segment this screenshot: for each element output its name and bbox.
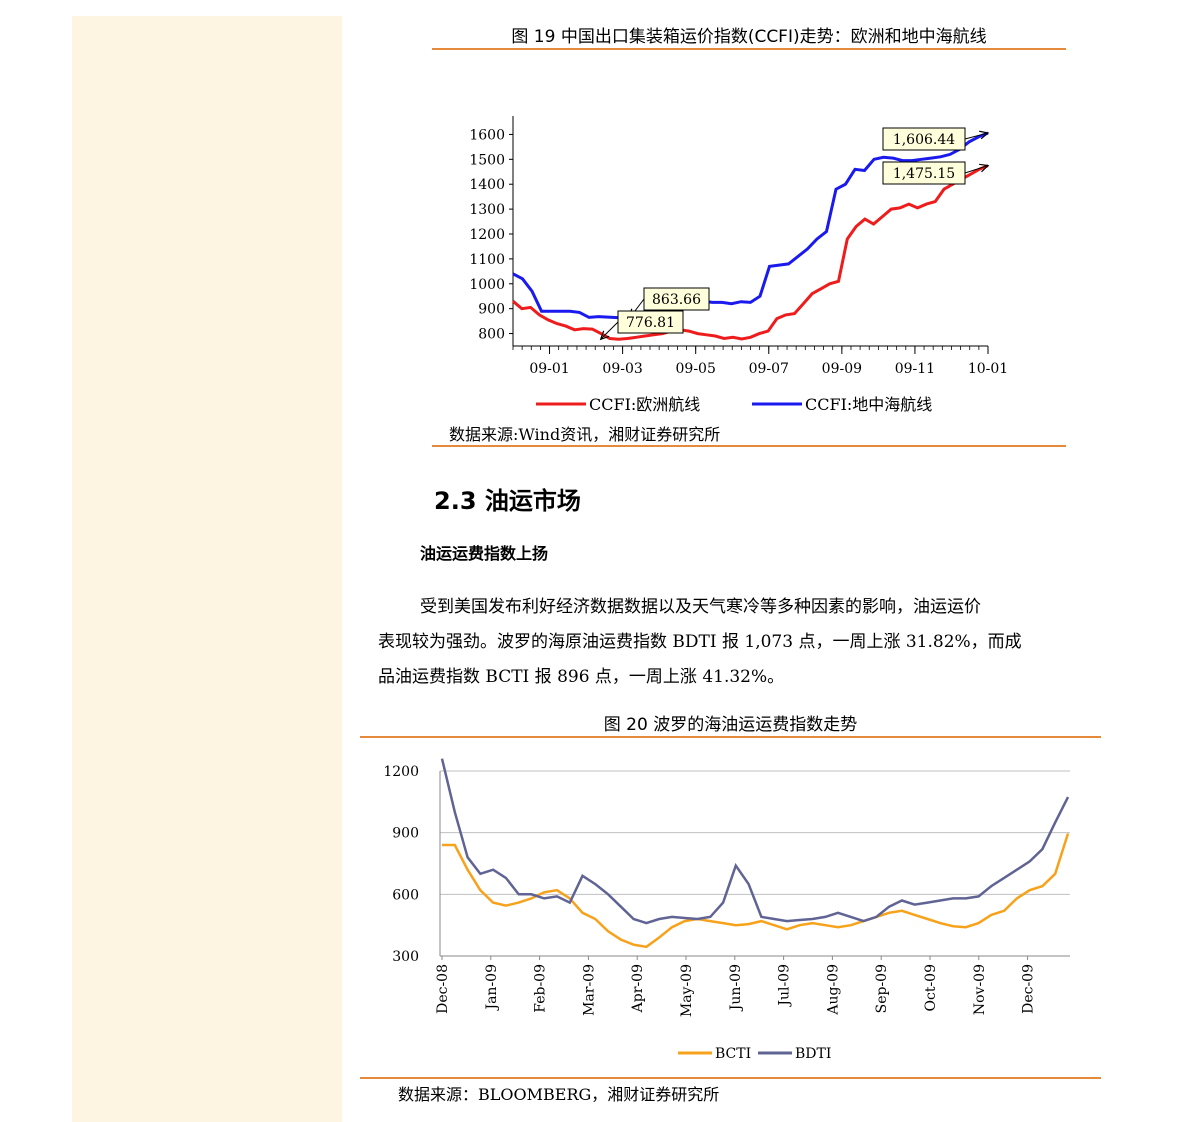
x-tick-label: 09-01 [529, 361, 569, 377]
legend-label-ccfi-mediterranean: CCFI:地中海航线 [805, 395, 932, 414]
figure-19-source: 数据来源:Wind资讯，湘财证券研究所 [449, 425, 721, 444]
x-tick-label: 09-09 [822, 361, 862, 377]
x-tick-label: Nov-09 [972, 964, 988, 1015]
annotation-arrowhead [599, 330, 610, 341]
series-line-bcti [442, 833, 1070, 949]
series-line-ccfi-europe [512, 164, 989, 341]
x-tick-label: 10-01 [968, 361, 1008, 377]
y-tick-label: 900 [392, 826, 419, 842]
annotation-leader [964, 165, 989, 174]
legend-label-ccfi-europe: CCFI:欧洲航线 [589, 395, 700, 414]
y-tick-label: 1300 [469, 202, 505, 218]
y-tick-label: 300 [392, 949, 419, 965]
figure-19-title: 图 19 中国出口集装箱运价指数(CCFI)走势：欧洲和地中海航线 [511, 27, 987, 47]
annotation-arrowhead [979, 130, 990, 140]
ccfi-chart: 800 900 1000 1100 1200 1300 1400 1500 1600 09-01 0… [469, 116, 1008, 414]
annotation-arrowhead [979, 163, 990, 173]
annotation-box [617, 310, 684, 334]
figure-19-top-rule [432, 48, 1066, 50]
x-tick-label: Sep-09 [874, 964, 890, 1013]
legend-label-bdti: BDTI [795, 1046, 831, 1062]
y-tick-label: 900 [478, 302, 505, 318]
series-line-bdti [440, 758, 1070, 925]
annotation-label: 863.66 [652, 292, 701, 308]
section-subheading: 油运运费指数上扬 [420, 544, 549, 563]
annotation-label: 1,475.15 [893, 166, 955, 182]
annotation-label: 1,606.44 [893, 132, 955, 148]
figure-20-title: 图 20 波罗的海油运运费指数走势 [603, 715, 858, 735]
annotation-box [643, 287, 710, 311]
x-tick-label: Jul-09 [777, 964, 793, 1008]
paragraph-line: 品油运费指数 BCTI 报 896 点，一周上涨 41.32%。 [378, 667, 785, 687]
x-tick-label: 09-05 [676, 361, 716, 377]
annotation-leader [964, 132, 989, 140]
x-tick-label: Mar-09 [581, 964, 597, 1016]
x-tick-label: 09-11 [895, 361, 935, 377]
y-tick-label: 1100 [469, 252, 505, 268]
y-tick-label: 1400 [469, 177, 505, 193]
y-tick-label: 1600 [469, 127, 505, 143]
x-tick-label: Jun-09 [728, 964, 744, 1012]
baltic-tanker-chart: 300 600 900 1200 Dec-08 Jan-09 Feb-09 Mar-09 Apr… [383, 758, 1070, 1062]
x-tick-label: Jan-09 [484, 964, 500, 1012]
x-tick-label: 09-03 [602, 361, 642, 377]
y-tick-label: 600 [392, 887, 419, 903]
x-tick-label: Aug-09 [825, 964, 841, 1016]
x-tick-label: Dec-09 [1021, 964, 1037, 1014]
y-tick-label: 1200 [469, 227, 505, 243]
paragraph-line: 表现较为强劲。波罗的海原油运费指数 BDTI 报 1,073 点，一周上涨 31… [378, 632, 1022, 652]
x-tick-label: May-09 [679, 964, 695, 1017]
sidebar-panel [72, 16, 342, 1122]
y-tick-label: 1200 [383, 764, 419, 780]
x-tick-label: Dec-08 [435, 964, 451, 1014]
y-tick-label: 1000 [469, 277, 505, 293]
y-tick-label: 800 [478, 327, 505, 343]
figure-20-bottom-rule [360, 1077, 1101, 1079]
annotation-box [882, 161, 966, 185]
legend-label-bcti: BCTI [715, 1046, 751, 1062]
annotation-label: 776.81 [626, 315, 675, 331]
section-paragraph: 受到美国发布利好经济数据数据以及天气寒冷等多种因素的影响，油运运价 表现较为强劲… [378, 590, 1123, 695]
paragraph-line: 受到美国发布利好经济数据数据以及天气寒冷等多种因素的影响，油运运价 [420, 597, 981, 617]
x-tick-label: Apr-09 [630, 964, 646, 1013]
annotation-leader [600, 321, 619, 340]
section-heading: 2.3 油运市场 [434, 487, 581, 515]
figure-20-top-rule [360, 736, 1101, 738]
figure-20-source: 数据来源：BLOOMBERG，湘财证券研究所 [398, 1085, 720, 1104]
x-tick-label: Oct-09 [923, 964, 939, 1012]
x-tick-label: 09-07 [749, 361, 789, 377]
x-tick-label: Feb-09 [533, 964, 549, 1013]
annotation-box [882, 127, 966, 151]
series-line-ccfi-mediterranean [512, 131, 989, 320]
y-tick-label: 1500 [469, 152, 505, 168]
figure-19-bottom-rule [432, 445, 1066, 447]
